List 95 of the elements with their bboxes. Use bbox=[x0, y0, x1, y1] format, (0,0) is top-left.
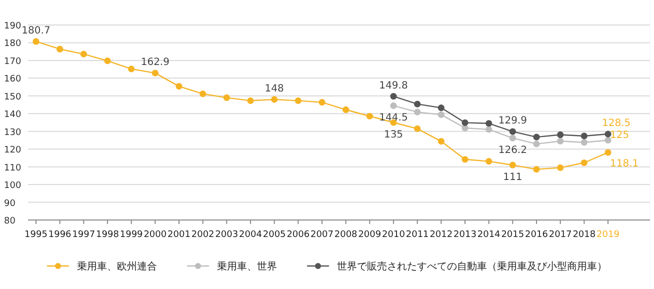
point bbox=[294, 97, 302, 104]
y-tick-label: 120 bbox=[4, 146, 22, 156]
point bbox=[318, 98, 326, 106]
point bbox=[604, 130, 612, 138]
point bbox=[533, 140, 540, 148]
y-tick-label: 180 bbox=[4, 39, 22, 50]
point bbox=[80, 50, 87, 58]
y-tick-label: 150 bbox=[4, 92, 22, 102]
point bbox=[390, 92, 397, 100]
data-label: 129.9 bbox=[498, 116, 527, 127]
x-tick-label: 2012 bbox=[430, 230, 453, 240]
x-tick-label: 2001 bbox=[168, 230, 190, 240]
point bbox=[438, 138, 444, 145]
x-tick-label: 2013 bbox=[454, 230, 476, 240]
x-tick-label: 2017 bbox=[548, 230, 572, 240]
x-tick-label: 1997 bbox=[72, 230, 96, 240]
data-label: 126.2 bbox=[498, 145, 527, 156]
point bbox=[509, 134, 516, 142]
x-tick-label: 2009 bbox=[358, 230, 382, 240]
x-tick-label: 2015 bbox=[501, 230, 524, 240]
point bbox=[462, 156, 468, 163]
point bbox=[414, 108, 421, 116]
data-label: 162.9 bbox=[140, 57, 170, 68]
point bbox=[271, 96, 278, 103]
point bbox=[200, 90, 206, 98]
point bbox=[557, 131, 564, 138]
y-tick-label: 140 bbox=[4, 110, 22, 120]
point bbox=[32, 38, 40, 45]
x-tick-label: 1995 bbox=[24, 230, 48, 240]
x-tick-label: 2002 bbox=[191, 230, 214, 240]
data-label: 149.8 bbox=[379, 80, 408, 92]
point bbox=[152, 70, 158, 76]
point bbox=[580, 159, 588, 166]
point bbox=[390, 102, 397, 109]
point bbox=[557, 138, 564, 144]
data-label: 180.7 bbox=[22, 25, 50, 36]
point bbox=[366, 112, 373, 120]
x-tick-label: 1999 bbox=[120, 230, 144, 240]
x-tick-label: 2011 bbox=[406, 230, 429, 240]
x-tick-label: 2014 bbox=[477, 230, 501, 240]
point bbox=[604, 149, 612, 156]
data-label: 128.5 bbox=[602, 118, 631, 130]
point bbox=[104, 58, 111, 64]
point bbox=[56, 46, 64, 52]
y-tick-label: 170 bbox=[4, 56, 22, 67]
point bbox=[486, 158, 492, 165]
x-tick-label: 2003 bbox=[215, 230, 238, 240]
x-tick-label: 2005 bbox=[262, 230, 286, 240]
data-label: 148 bbox=[264, 83, 284, 94]
legend-label: 乗用車、世界 bbox=[217, 260, 277, 272]
x-tick-label: 2008 bbox=[334, 230, 358, 240]
x-tick-label: 2019 bbox=[596, 230, 620, 240]
point bbox=[533, 134, 540, 140]
x-tick-label: 2007 bbox=[310, 230, 334, 240]
point bbox=[414, 100, 421, 108]
point bbox=[486, 126, 492, 133]
point bbox=[438, 111, 444, 118]
data-label: 125 bbox=[610, 130, 630, 142]
data-label: 135 bbox=[384, 130, 404, 140]
legend-label: 乗用車、欧州連合 bbox=[77, 260, 157, 272]
y-tick-label: 90 bbox=[4, 198, 16, 209]
data-label: 111 bbox=[503, 172, 522, 184]
x-tick-label: 2016 bbox=[525, 230, 548, 240]
point bbox=[223, 94, 230, 101]
point bbox=[509, 162, 516, 168]
y-tick-label: 130 bbox=[4, 128, 22, 138]
point bbox=[533, 166, 540, 173]
point bbox=[604, 136, 612, 144]
y-tick-label: 110 bbox=[4, 163, 22, 174]
point bbox=[128, 66, 135, 72]
point bbox=[580, 132, 588, 140]
x-tick-label: 2006 bbox=[286, 230, 310, 240]
x-tick-label: 2000 bbox=[144, 230, 167, 240]
y-tick-label: 100 bbox=[4, 181, 22, 192]
x-tick-label: 2010 bbox=[382, 230, 406, 240]
point bbox=[557, 164, 564, 172]
point bbox=[247, 97, 254, 104]
point bbox=[462, 119, 468, 126]
y-tick-label: 190 bbox=[4, 22, 22, 32]
point bbox=[176, 83, 182, 90]
point bbox=[438, 104, 444, 112]
point bbox=[414, 125, 421, 132]
y-tick-label: 80 bbox=[4, 216, 16, 226]
x-tick-label: 2018 bbox=[572, 230, 596, 240]
point bbox=[486, 120, 492, 127]
point bbox=[580, 139, 588, 146]
x-tick-label: 1996 bbox=[48, 230, 72, 240]
point bbox=[342, 106, 350, 114]
legend-label: 世界で販売されたすべての自動車（乗用車及び小型商用車） bbox=[337, 260, 607, 272]
data-label: 144.5 bbox=[379, 112, 408, 124]
point bbox=[509, 128, 516, 135]
data-label: 118.1 bbox=[610, 158, 639, 170]
x-tick-label: 2004 bbox=[239, 230, 262, 240]
x-tick-label: 1998 bbox=[96, 230, 120, 240]
y-tick-label: 160 bbox=[4, 74, 22, 85]
